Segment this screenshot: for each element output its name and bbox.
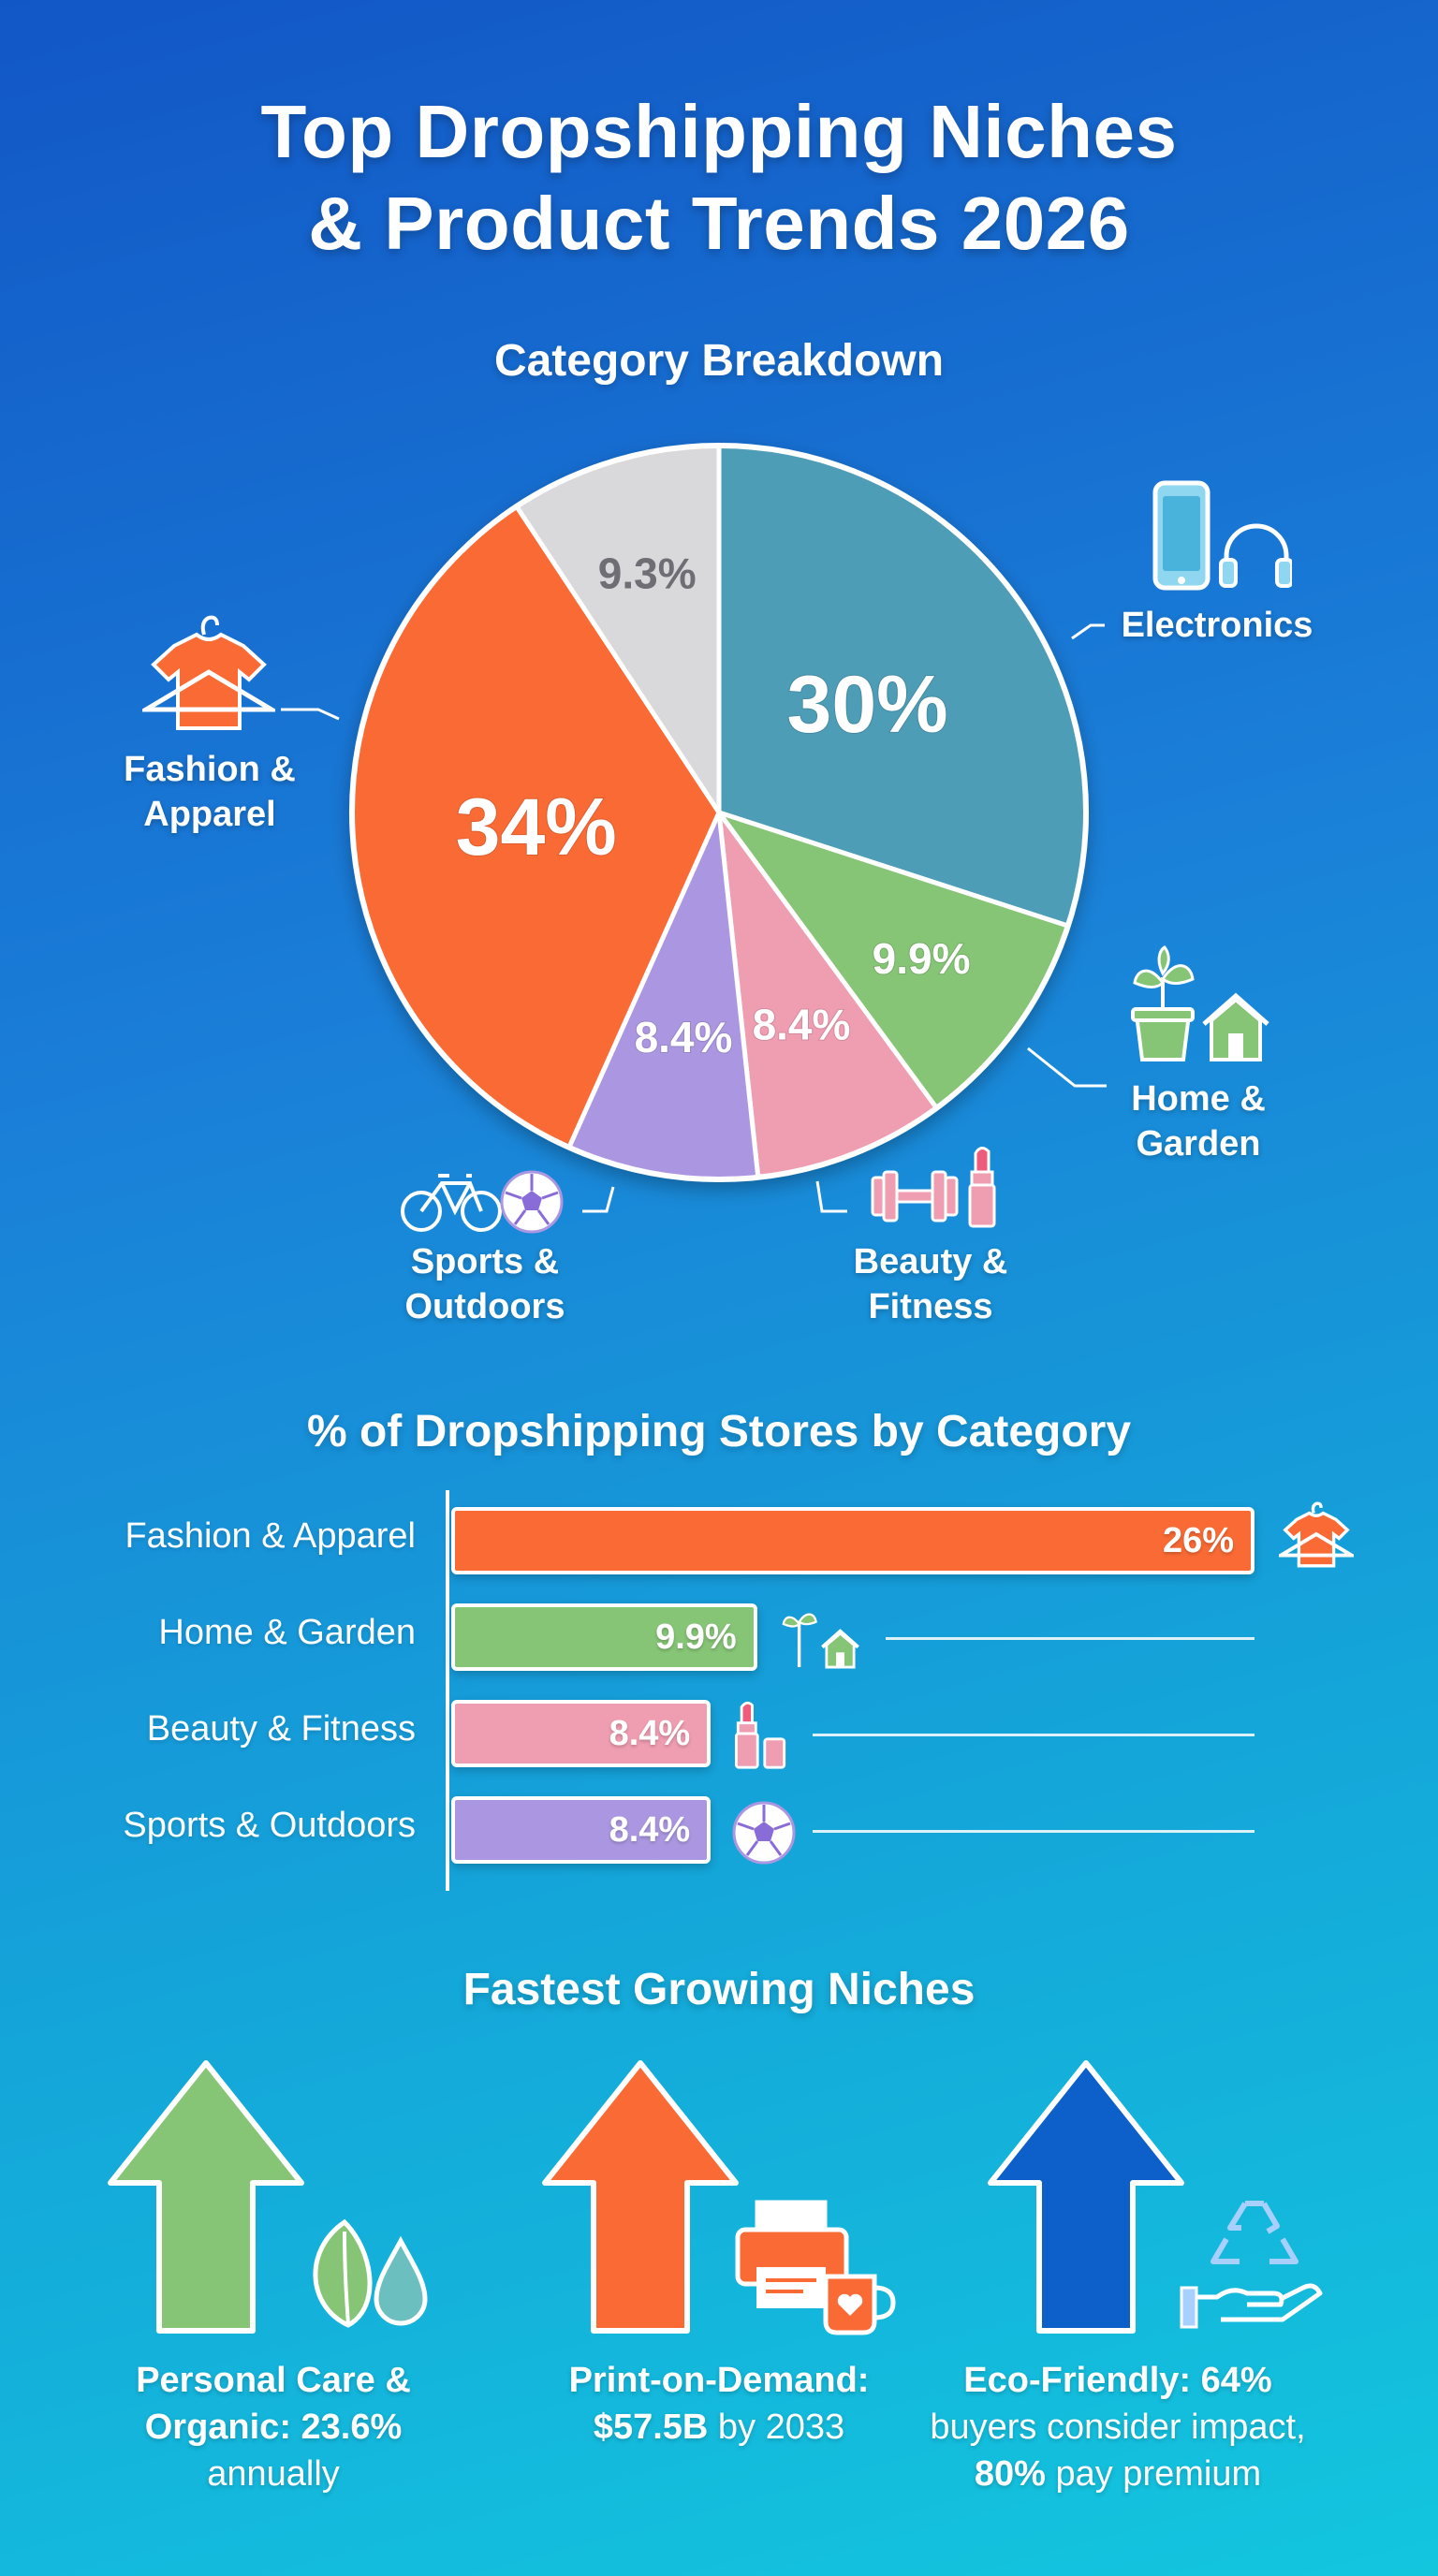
recycle-hand-icon <box>1180 2201 1323 2329</box>
growth-text-line: Eco-Friendly: 64% <box>912 2357 1324 2404</box>
phone-headphones-icon <box>1152 480 1292 591</box>
growth-text-line: Print-on-Demand: <box>513 2357 925 2404</box>
pie-value-label: 30% <box>787 660 948 750</box>
pie-value-label: 8.4% <box>753 1001 851 1049</box>
growth-text-line: Personal Care & <box>67 2357 479 2404</box>
bar-category-label: Fashion & Apparel <box>125 1516 416 1556</box>
bar-guide-line <box>813 1830 1255 1833</box>
bar-value-label: 26% <box>1162 1521 1234 1560</box>
bar-value-label: 9.9% <box>655 1617 737 1657</box>
title-line-1: Top Dropshipping Niches <box>260 90 1178 173</box>
growth-text-line: 80% pay premium <box>912 2451 1324 2497</box>
bar-icon-home-garden <box>782 1613 859 1669</box>
growth-text-bold: Eco-Friendly: 64% <box>963 2361 1272 2400</box>
pie-section-title: Category Breakdown <box>493 336 945 386</box>
pie-value-label: 9.3% <box>598 549 697 598</box>
growth-text-regular: annually <box>207 2454 340 2494</box>
leader-sports-outdoors <box>582 1186 615 1213</box>
bar-icon-lipstick <box>734 1701 786 1769</box>
leader-fashion-apparel <box>281 708 340 721</box>
pie-label-home-garden: Home & Garden <box>1131 1079 1266 1164</box>
bar-axis <box>446 1490 449 1891</box>
bar-value-label: 8.4% <box>609 1714 691 1753</box>
bar-category-label: Beauty & Fitness <box>146 1709 416 1749</box>
bar-guide-line <box>886 1637 1255 1640</box>
shirt-hanger-icon <box>142 615 275 730</box>
leader-beauty-fitness <box>815 1180 847 1213</box>
growth-text-line: Organic: 23.6% <box>67 2404 479 2451</box>
bar-guide-line <box>813 1734 1255 1736</box>
growth-text-regular: by 2033 <box>708 2408 845 2447</box>
bar-fashion-apparel: 26% <box>451 1507 1255 1574</box>
bar-icon-soccer-ball <box>732 1801 796 1865</box>
pie-label-fashion-apparel: Fashion & Apparel <box>124 750 296 834</box>
growth-text-bold: Print-on-Demand: <box>568 2361 870 2400</box>
printer-mug-icon <box>735 2200 896 2335</box>
growth-arrow-personal-care <box>108 2060 304 2334</box>
bar-sports-outdoors: 8.4% <box>451 1796 712 1864</box>
pie-label-electronics: Electronics <box>1121 606 1313 645</box>
pie-value-label: 34% <box>456 783 617 872</box>
bar-category-label: Home & Garden <box>158 1613 416 1652</box>
growth-arrow-print-on-demand <box>542 2060 739 2334</box>
growth-text-print-on-demand: Print-on-Demand: $57.5B by 2033 <box>513 2357 925 2451</box>
growth-text-regular: pay premium <box>1045 2454 1262 2494</box>
pie-value-label: 8.4% <box>635 1013 733 1061</box>
pie-outline <box>349 443 1089 1182</box>
bar-value-label: 8.4% <box>609 1810 691 1850</box>
growth-text-bold: Personal Care & <box>136 2361 411 2400</box>
bar-category-label: Sports & Outdoors <box>123 1806 416 1845</box>
leaf-drop-icon <box>313 2218 428 2328</box>
page-title: Top Dropshipping Niches & Product Trends… <box>0 86 1438 270</box>
growth-text-bold: $57.5B <box>593 2408 709 2447</box>
growth-text-line: buyers consider impact, <box>912 2404 1324 2451</box>
pie-chart: 30% 9.9% 8.4% 8.4% 34% 9.3% <box>281 443 1107 1213</box>
pie-label-beauty-fitness: Beauty & Fitness <box>853 1242 1008 1326</box>
growth-text-bold: 80% <box>974 2454 1046 2494</box>
dumbbell-lipstick-icon <box>871 1147 996 1228</box>
growth-text-bold: Organic: 23.6% <box>144 2408 403 2447</box>
pie-label-sports-outdoors: Sports & Outdoors <box>404 1242 565 1326</box>
bike-ball-icon <box>401 1170 564 1234</box>
plant-house-icon <box>1131 945 1269 1061</box>
leader-home-garden <box>1027 1046 1107 1088</box>
bar-home-garden: 9.9% <box>451 1603 757 1671</box>
bar-icon-fashion <box>1279 1501 1354 1568</box>
growth-arrow-eco-friendly <box>988 2060 1184 2334</box>
pie-value-label: 9.9% <box>873 934 971 983</box>
bar-section-title: % of Dropshipping Stores by Category <box>306 1407 1132 1456</box>
growth-text-line: annually <box>67 2451 479 2497</box>
growth-text-eco-friendly: Eco-Friendly: 64% buyers consider impact,… <box>912 2357 1324 2497</box>
growth-text-line: $57.5B by 2033 <box>513 2404 925 2451</box>
growth-text-personal-care: Personal Care & Organic: 23.6% annually <box>67 2357 479 2497</box>
title-line-2: & Product Trends 2026 <box>308 182 1130 265</box>
leader-electronics <box>1071 623 1105 640</box>
bar-beauty-fitness: 8.4% <box>451 1700 712 1767</box>
growth-section-title: Fastest Growing Niches <box>462 1965 976 2014</box>
growth-text-regular: buyers consider impact, <box>930 2408 1306 2447</box>
